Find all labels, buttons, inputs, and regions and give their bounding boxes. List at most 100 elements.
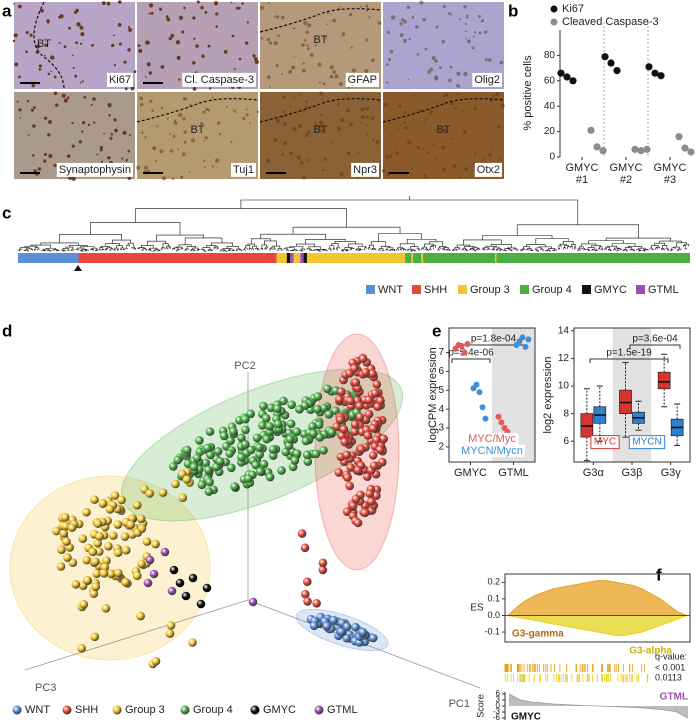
- cell-stain: [370, 116, 375, 121]
- cell-stain: [31, 83, 36, 88]
- dendrogram: [18, 196, 690, 252]
- sample-sphere: [350, 427, 360, 436]
- cell-stain: [381, 168, 386, 173]
- cell-stain: [466, 39, 471, 44]
- cell-stain: [219, 133, 222, 136]
- cell-stain: [301, 43, 305, 47]
- sample-sphere: [158, 488, 168, 497]
- cell-stain: [390, 134, 393, 137]
- cell-stain: [213, 1, 219, 6]
- sample-sphere: [336, 415, 345, 425]
- cell-stain: [314, 44, 317, 47]
- sample-sphere: [337, 387, 346, 397]
- cell-stain: [29, 33, 33, 37]
- score-curve: [508, 693, 689, 719]
- cell-stain: [329, 65, 334, 70]
- cell-stain: [289, 151, 293, 155]
- sample-sphere: [113, 548, 123, 557]
- sample-sphere: [215, 457, 225, 466]
- cell-stain: [117, 22, 122, 27]
- sample-sphere: [205, 477, 214, 487]
- y-tick-label: 3: [438, 423, 444, 434]
- cell-stain: [79, 81, 82, 84]
- y-tick-label: 0: [549, 152, 555, 163]
- cell-stain: [79, 42, 83, 45]
- panel-letter: b: [508, 1, 518, 20]
- cell-stain: [439, 66, 442, 70]
- cell-stain: [230, 1, 233, 4]
- sample-sphere: [188, 638, 197, 647]
- cell-stain: [139, 96, 144, 101]
- cell-stain: [217, 122, 220, 124]
- cell-stain: [466, 16, 469, 19]
- legend-label: Group 3: [470, 284, 510, 296]
- cell-stain: [168, 36, 172, 41]
- significance-bracket: [629, 344, 681, 349]
- cell-stain: [480, 19, 485, 23]
- cell-stain: [337, 102, 340, 106]
- sample-sphere: [145, 489, 154, 498]
- sample-sphere: [77, 643, 86, 653]
- sample-sphere: [346, 463, 356, 472]
- legend-label: Group 4: [193, 704, 233, 716]
- sample-sphere: [106, 569, 116, 579]
- cell-stain: [113, 64, 117, 67]
- cell-stain: [76, 22, 81, 27]
- cell-stain: [18, 108, 22, 112]
- sample-sphere: [315, 432, 325, 442]
- cell-stain: [178, 15, 184, 20]
- cell-stain: [32, 124, 36, 128]
- cell-stain: [305, 100, 309, 104]
- sample-sphere: [261, 413, 271, 423]
- cell-stain: [249, 122, 251, 125]
- cell-stain: [241, 2, 244, 5]
- sample-sphere: [285, 434, 295, 444]
- subgroup-bar: [421, 253, 424, 263]
- sample-sphere: [337, 627, 346, 636]
- sample-sphere: [286, 419, 296, 429]
- cell-stain: [204, 10, 208, 14]
- legend-label: Cleaved Caspase-3: [562, 16, 659, 28]
- cell-stain: [122, 130, 127, 135]
- sample-sphere: [204, 465, 213, 475]
- sample-sphere: [351, 494, 361, 504]
- sample-sphere: [82, 555, 92, 565]
- cell-stain: [462, 110, 465, 114]
- cell-stain: [17, 4, 22, 9]
- cell-stain: [215, 158, 220, 163]
- y-tick-label: 2: [438, 442, 444, 453]
- cell-stain: [38, 64, 42, 68]
- cell-stain: [332, 18, 337, 23]
- cell-stain: [465, 14, 469, 17]
- cell-stain: [496, 124, 501, 129]
- sample-sphere: [370, 388, 380, 398]
- cell-stain: [449, 65, 453, 69]
- histology-tile: Cl. Caspase-3: [137, 0, 259, 91]
- sample-sphere: [113, 520, 123, 529]
- cell-stain: [33, 169, 37, 173]
- cell-stain: [408, 37, 411, 41]
- y-tick-label: 14: [558, 325, 570, 336]
- cell-stain: [208, 87, 212, 90]
- cell-stain: [195, 44, 199, 48]
- sample-sphere: [355, 412, 365, 422]
- q-value-header: q-value:: [655, 651, 687, 661]
- sample-sphere: [52, 526, 61, 536]
- legend-label: GTML: [327, 704, 358, 716]
- cell-stain: [426, 118, 429, 120]
- cell-stain: [96, 153, 99, 156]
- sample-sphere: [227, 463, 236, 473]
- stain-label: Ki67: [109, 74, 131, 86]
- sample-sphere: [362, 472, 372, 481]
- sample-sphere: [136, 514, 146, 524]
- sample-sphere: [372, 380, 382, 389]
- cell-stain: [146, 62, 151, 67]
- cell-stain: [47, 72, 51, 76]
- cell-stain: [143, 165, 149, 170]
- subgroup-bar: [293, 253, 301, 263]
- sample-sphere: [67, 523, 77, 532]
- cell-stain: [234, 110, 237, 113]
- cell-stain: [71, 121, 74, 125]
- cell-stain: [182, 117, 186, 121]
- sample-sphere: [284, 441, 294, 450]
